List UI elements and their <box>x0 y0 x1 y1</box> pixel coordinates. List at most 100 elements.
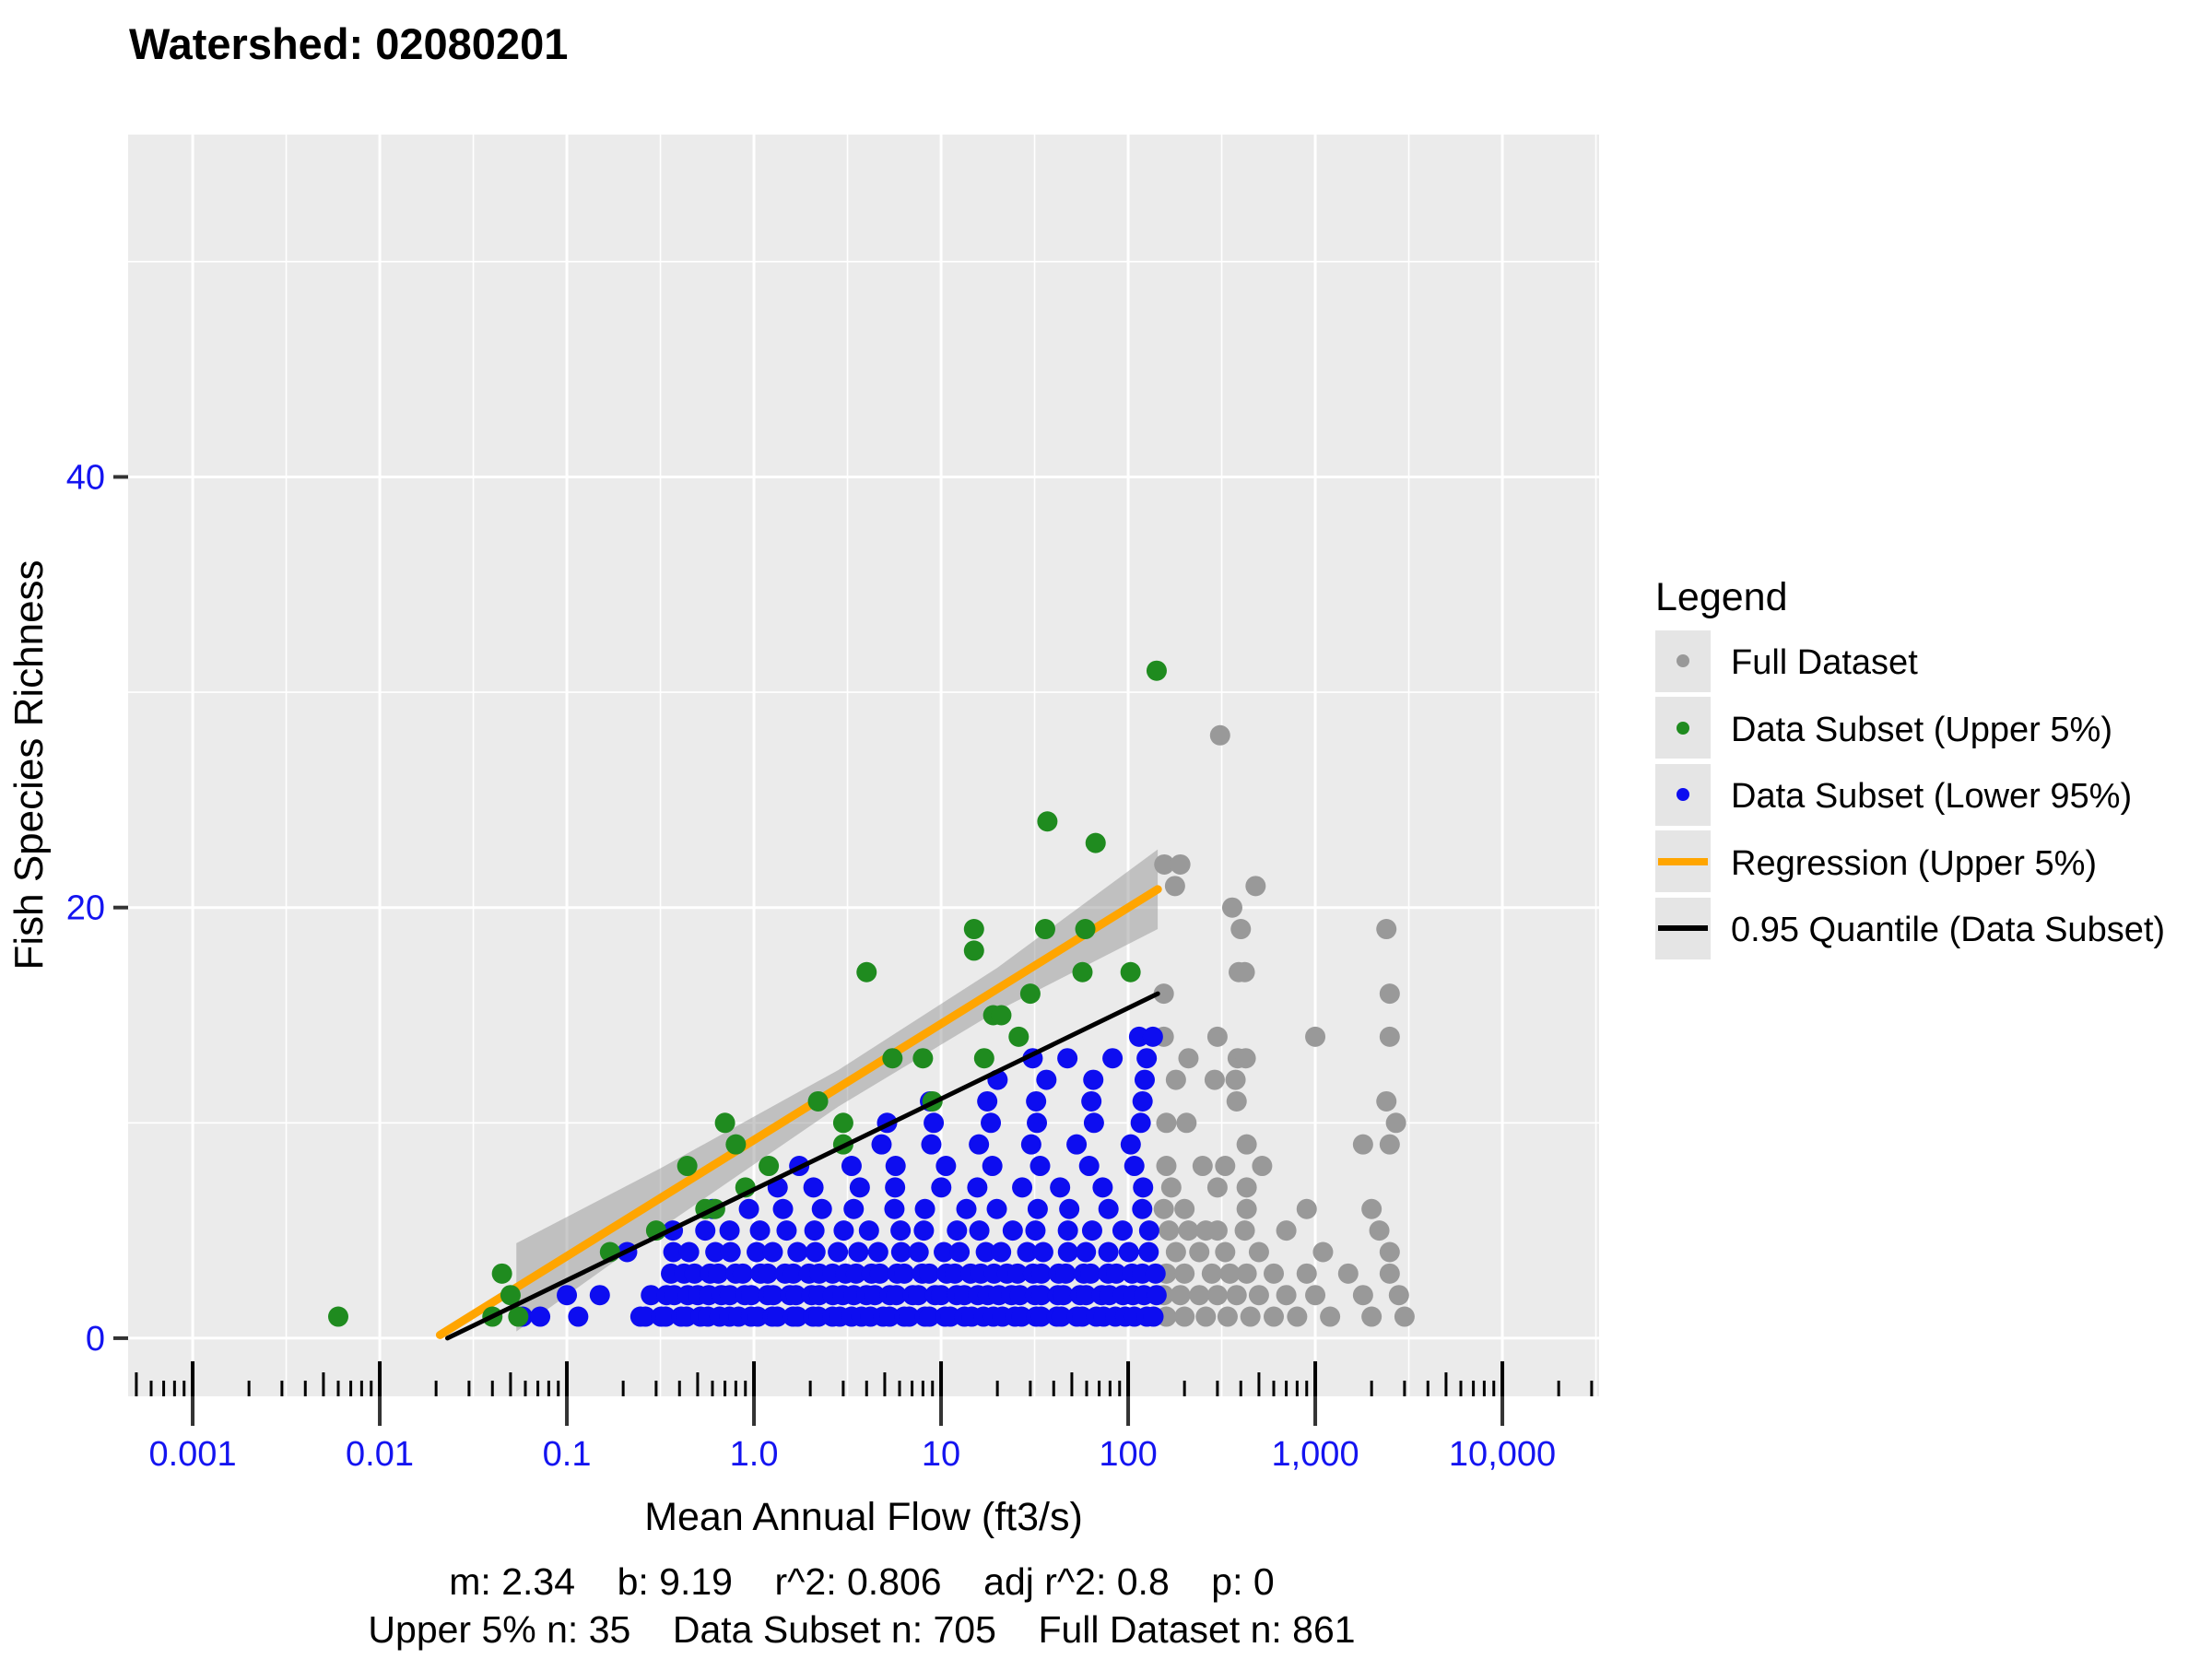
full-dataset-point <box>1376 1091 1396 1112</box>
upper-5-point <box>1020 983 1041 1004</box>
full-dataset-point <box>1236 1048 1256 1068</box>
lower-95-point <box>1135 1070 1155 1090</box>
lower-95-point <box>987 1199 1007 1219</box>
full-dataset-point <box>1237 1135 1257 1155</box>
lower-95-point <box>935 1156 956 1176</box>
lower-95-point <box>1030 1156 1050 1176</box>
full-dataset-point <box>1171 854 1191 875</box>
full-dataset-point <box>1312 1241 1333 1262</box>
full-dataset-point <box>1205 1070 1225 1090</box>
full-dataset-point <box>1320 1307 1340 1327</box>
upper-5-point <box>882 1048 902 1068</box>
lower-95-point <box>1146 1264 1166 1284</box>
upper-5-point <box>1147 661 1167 681</box>
upper-5-point <box>1037 811 1057 831</box>
full-dataset-point <box>1353 1285 1373 1305</box>
full-dataset-point <box>1264 1264 1284 1284</box>
full-dataset-point <box>1159 1220 1179 1241</box>
lower-95-point <box>1055 1264 1076 1284</box>
full-dataset-point <box>1227 1285 1247 1305</box>
x-tick-label: 0.001 <box>148 1435 236 1474</box>
upper-5-point <box>1035 919 1055 939</box>
lower-95-point <box>891 1241 912 1262</box>
legend-label: Data Subset (Lower 95%) <box>1731 777 2132 816</box>
full-dataset-point <box>1245 876 1265 896</box>
full-dataset-point <box>1230 919 1251 939</box>
lower-95-point <box>1033 1241 1053 1262</box>
legend-item-regression: Regression (Upper 5%) <box>1655 830 2097 892</box>
lower-95-point <box>1026 1091 1046 1112</box>
full-dataset-point <box>1297 1199 1317 1219</box>
lower-95-point <box>1059 1199 1079 1219</box>
lower-95-point <box>1139 1220 1159 1241</box>
lower-95-point <box>833 1220 853 1241</box>
upper-5-point <box>1008 1027 1029 1047</box>
full-dataset-point <box>1189 1241 1209 1262</box>
full-dataset-point <box>1305 1285 1325 1305</box>
upper-5-point <box>1072 962 1092 982</box>
lower-95-point <box>843 1199 864 1219</box>
full-dataset-point <box>1386 1112 1406 1133</box>
full-dataset-point <box>1174 1199 1194 1219</box>
stats-line-2: Upper 5% n: 35 Data Subset n: 705 Full D… <box>368 1608 1355 1651</box>
full-dataset-point <box>1264 1307 1284 1327</box>
lower-95-point <box>890 1220 911 1241</box>
lower-95-point <box>1124 1156 1145 1176</box>
lower-95-point <box>894 1264 914 1284</box>
lower-95-point <box>931 1177 951 1197</box>
full-dataset-point <box>1380 1241 1400 1262</box>
full-dataset-point <box>1166 1241 1186 1262</box>
lower-95-point <box>1081 1091 1101 1112</box>
lower-95-point <box>1132 1199 1152 1219</box>
x-tick-label: 0.1 <box>543 1435 592 1474</box>
lower-95-point <box>1099 1241 1119 1262</box>
lower-95-point <box>924 1112 944 1133</box>
lower-95-point <box>1079 1156 1100 1176</box>
lower-95-point <box>915 1199 935 1219</box>
lower-95-point <box>841 1156 862 1176</box>
full-dataset-point <box>1338 1264 1359 1284</box>
lower-95-point <box>982 1156 1003 1176</box>
full-dataset-point <box>1277 1285 1297 1305</box>
lower-95-point <box>850 1177 870 1197</box>
lower-95-point <box>977 1091 997 1112</box>
lower-95-point <box>1084 1112 1104 1133</box>
lower-95-point <box>1036 1070 1056 1090</box>
lower-95-point <box>1119 1241 1139 1262</box>
lower-95-point <box>870 1264 890 1284</box>
lower-95-point <box>557 1285 577 1305</box>
y-tick-label: 20 <box>66 889 105 928</box>
full-dataset-point <box>1154 1199 1174 1219</box>
upper-5-point <box>808 1091 829 1112</box>
chart-canvas: 0.0010.010.11.0101001,00010,00002040 Wat… <box>0 0 2212 1659</box>
upper-5-point <box>912 1048 933 1068</box>
full-dataset-point <box>1166 1070 1186 1090</box>
lower-95-point <box>750 1220 771 1241</box>
lower-95-point <box>1099 1199 1119 1219</box>
legend-item-full-dataset: Full Dataset <box>1655 630 1918 692</box>
full-dataset-point-icon <box>1677 654 1689 667</box>
lower-95-point <box>1003 1220 1023 1241</box>
lower-95-point <box>806 1241 826 1262</box>
lower-95-point <box>909 1241 929 1262</box>
full-dataset-point <box>1252 1156 1272 1176</box>
lower-95-point <box>773 1199 794 1219</box>
full-dataset-point <box>1215 1156 1235 1176</box>
lower-95-point <box>1025 1220 1045 1241</box>
y-tick-label: 40 <box>66 458 105 497</box>
full-dataset-point <box>1249 1241 1269 1262</box>
lower-95-point <box>1133 1177 1153 1197</box>
full-dataset-point <box>1380 1027 1400 1047</box>
full-dataset-point <box>1380 1135 1400 1155</box>
upper-5-point <box>759 1156 779 1176</box>
lower-95-point <box>1050 1177 1070 1197</box>
full-dataset-point <box>1305 1027 1325 1047</box>
lower-95-point <box>970 1220 990 1241</box>
upper-5-point <box>715 1112 735 1133</box>
lower-95-point <box>708 1264 728 1284</box>
full-dataset-point <box>1380 983 1400 1004</box>
lower-95-point <box>828 1241 848 1262</box>
lower-95-point <box>969 1135 989 1155</box>
x-tick-label: 10 <box>922 1435 960 1474</box>
lower-95-point <box>871 1135 891 1155</box>
